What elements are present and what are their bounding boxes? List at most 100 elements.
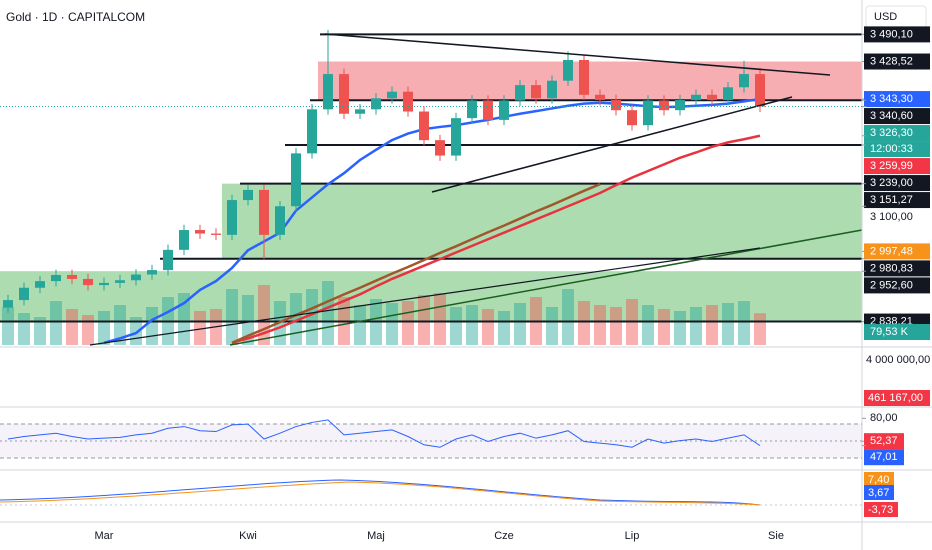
- candle-body: [355, 109, 365, 114]
- x-tick-label: Mar: [95, 530, 114, 542]
- price-tag: [864, 243, 930, 260]
- price-tag: [864, 192, 930, 209]
- zone: [0, 271, 862, 322]
- price-tag: [864, 158, 930, 175]
- x-tick-label: Lip: [625, 530, 640, 542]
- price-tag: [864, 125, 930, 142]
- candle-body: [83, 278, 93, 286]
- volume-bar: [594, 305, 606, 345]
- candle-body: [115, 280, 125, 283]
- candle-body: [3, 300, 13, 308]
- candle-body: [627, 110, 637, 126]
- volume-bar: [82, 315, 94, 345]
- candle-body: [739, 74, 749, 88]
- y-tick-label: 3 340,60: [870, 110, 913, 122]
- volume-bar: [690, 307, 702, 345]
- candle-body: [51, 274, 61, 282]
- volume-bar: [2, 307, 14, 345]
- candle-body: [451, 118, 461, 156]
- candle-body: [99, 282, 109, 286]
- volume-bar: [738, 301, 750, 345]
- macd-label: 3,67: [868, 487, 889, 499]
- candle-body: [195, 230, 205, 234]
- candle-body: [259, 189, 269, 235]
- candle-body: [19, 287, 29, 301]
- macd-signal: [0, 481, 761, 506]
- candle-body: [339, 74, 349, 114]
- candle-body: [547, 80, 557, 99]
- volume-bar: [514, 303, 526, 345]
- price-tag: [864, 91, 930, 108]
- candle-body: [723, 87, 733, 101]
- volume-bar: [562, 289, 574, 345]
- zones-layer: [0, 33, 862, 345]
- volume-label: 79,53 K: [870, 326, 909, 338]
- x-tick-label: Maj: [367, 530, 385, 542]
- candle-body: [403, 91, 413, 112]
- volume-bar: [466, 305, 478, 345]
- y-tick-label: 3 428,52: [870, 55, 913, 67]
- rsi-tick-label: 52,37: [870, 435, 898, 447]
- candle-body: [691, 94, 701, 101]
- trend-line: [431, 96, 793, 193]
- price-tag: [864, 53, 930, 70]
- x-tick-label: Sie: [768, 530, 784, 542]
- rsi-line: [7, 419, 761, 448]
- y-tick-label: 3 326,30: [870, 127, 913, 139]
- candle-body: [483, 100, 493, 120]
- candle-body: [419, 111, 429, 141]
- volume-bar: [50, 301, 62, 345]
- candle-body: [707, 94, 717, 101]
- volume-bar: [258, 285, 270, 345]
- y-tick-label: 3 343,30: [870, 93, 913, 105]
- candle-body: [499, 100, 509, 120]
- candle-body: [659, 100, 669, 111]
- y-tick-label: 3 490,10: [870, 28, 913, 40]
- price-tag: [864, 175, 930, 192]
- price-tag: [864, 277, 930, 294]
- y-tick-label: 3 259,99: [870, 160, 913, 172]
- trend-line: [89, 247, 761, 346]
- y-tick-label: 2 952,60: [870, 279, 913, 291]
- y-tick-label: 3 151,27: [870, 194, 913, 206]
- rsi-tag: [864, 433, 904, 450]
- candle-body: [147, 270, 157, 275]
- volume-bar: [674, 311, 686, 345]
- volume-bar: [706, 305, 718, 345]
- candle-body: [675, 100, 685, 111]
- candle-body: [275, 206, 285, 235]
- x-tick-label: Kwi: [239, 530, 257, 542]
- price-tag: [864, 141, 930, 158]
- candle-body: [611, 100, 621, 111]
- volume-bar: [98, 311, 110, 345]
- volume-bar: [66, 309, 78, 345]
- volume-bar: [546, 307, 558, 345]
- volume-bar: [658, 309, 670, 345]
- macd-tag: [864, 485, 894, 500]
- zone: [318, 61, 862, 101]
- candle-body: [467, 100, 477, 119]
- volume-bar: [226, 289, 238, 345]
- candle-body: [211, 233, 221, 235]
- moving-average: [231, 134, 761, 345]
- macd-label: -3,73: [868, 504, 893, 516]
- chart-title: Gold · 1D · CAPITALCOM: [6, 10, 145, 24]
- volume-bar: [418, 295, 430, 345]
- candle-body: [387, 91, 397, 99]
- volume-pane-label: 4 000 000,00: [866, 354, 930, 366]
- volume-bar: [402, 301, 414, 345]
- y-tick-label: 2 980,83: [870, 262, 913, 274]
- candle-body: [35, 281, 45, 288]
- candle-body: [435, 140, 445, 156]
- rsi-tick-label: 47,01: [870, 451, 898, 463]
- volume-bar: [482, 309, 494, 345]
- candle-body: [163, 249, 173, 271]
- candle-body: [371, 98, 381, 110]
- macd-label: 7,40: [868, 474, 889, 486]
- candle-body: [323, 74, 333, 110]
- candle-body: [531, 85, 541, 99]
- candle-body: [755, 74, 765, 107]
- currency[interactable]: USD: [874, 11, 897, 23]
- volume-bar: [578, 301, 590, 345]
